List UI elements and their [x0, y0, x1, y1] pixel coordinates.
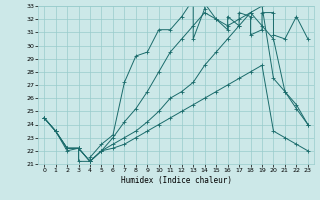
- X-axis label: Humidex (Indice chaleur): Humidex (Indice chaleur): [121, 176, 231, 185]
